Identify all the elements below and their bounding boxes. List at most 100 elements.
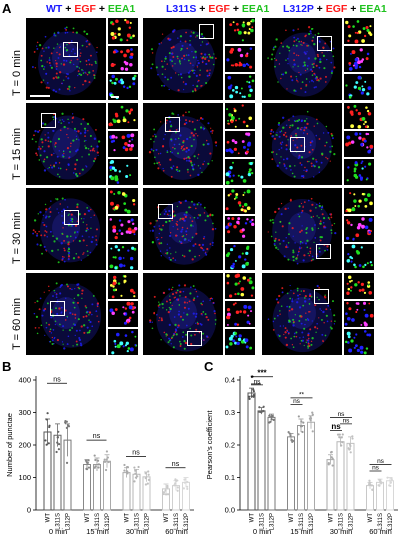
bar-label: L311S — [378, 513, 384, 530]
data-point — [300, 420, 303, 423]
data-point — [166, 484, 169, 488]
data-point — [103, 458, 106, 461]
micrograph-main — [26, 273, 106, 355]
data-point — [386, 476, 389, 479]
bar-label: WT — [329, 513, 335, 523]
data-point — [164, 493, 168, 496]
data-point — [371, 488, 374, 491]
data-point — [96, 459, 100, 462]
data-point — [144, 483, 148, 486]
data-point — [94, 458, 97, 462]
data-point — [106, 456, 110, 459]
data-point — [301, 430, 304, 434]
group-label: 0 min — [253, 527, 271, 536]
data-point — [147, 473, 150, 476]
data-point — [368, 479, 371, 482]
y-tick-label: 0.1 — [225, 473, 235, 482]
data-point — [348, 443, 351, 446]
data-point — [250, 395, 253, 398]
data-point — [297, 433, 300, 436]
data-point — [302, 421, 305, 424]
data-point — [56, 436, 59, 439]
data-point — [84, 459, 87, 462]
data-point — [97, 463, 101, 466]
data-point — [57, 448, 61, 451]
data-point — [125, 466, 129, 469]
significance-label: *** — [257, 368, 267, 377]
data-point — [261, 410, 264, 413]
data-point — [134, 469, 137, 472]
group-label: 30 min — [126, 527, 149, 536]
micrograph-main — [143, 18, 223, 100]
bar-label: WT — [289, 513, 295, 523]
data-point — [65, 420, 68, 423]
data-point — [144, 472, 147, 475]
zoom-region-box — [187, 331, 202, 346]
data-point — [57, 442, 61, 446]
zoom-region-box — [50, 301, 65, 316]
bar-label: L311S — [260, 513, 266, 530]
scale-bar — [30, 95, 50, 97]
zoom-inset-channel — [108, 159, 138, 185]
data-point — [258, 406, 261, 409]
significance-label: ns — [293, 398, 301, 405]
significance-label: ns — [53, 376, 61, 383]
significance-label: ns — [254, 378, 262, 385]
bar — [336, 441, 345, 511]
data-point — [297, 415, 300, 418]
zoom-inset-channel — [344, 46, 374, 72]
bar-label: L312P — [105, 513, 111, 530]
zoom-inset-channel — [108, 301, 138, 327]
data-point — [174, 482, 177, 485]
zoom-inset-channel — [108, 18, 138, 44]
bar-label: WT — [164, 513, 170, 523]
data-point — [123, 463, 126, 467]
group-label: 60 min — [369, 527, 392, 536]
zoom-region-box — [41, 113, 56, 128]
group-label: 60 min — [165, 527, 188, 536]
data-point — [351, 437, 354, 440]
bar-label: WT — [368, 513, 374, 523]
data-point — [146, 482, 149, 485]
data-point — [103, 460, 107, 463]
bar — [297, 425, 305, 511]
data-point — [104, 468, 108, 472]
data-point — [341, 441, 344, 444]
bar-label: L311S — [174, 513, 180, 530]
bar — [267, 416, 276, 511]
panel-a-letter: A — [2, 1, 12, 16]
data-point — [133, 480, 136, 483]
data-point — [338, 436, 341, 439]
y-tick-label: 400 — [18, 376, 31, 385]
bar-label: L312P — [145, 513, 151, 530]
data-point — [331, 464, 334, 467]
group-label: 15 min — [86, 527, 109, 536]
panel-c-letter: C — [204, 359, 214, 374]
data-point — [93, 454, 96, 457]
significance-label: ns — [343, 417, 351, 424]
data-point — [379, 480, 382, 483]
data-point — [186, 487, 189, 491]
chart-c: 0.0 0.1 0.2 0.3 0.4 Pearson's coefficient WT L3… — [205, 368, 398, 536]
zoom-inset-channel — [344, 188, 374, 214]
zoom-inset-channel — [225, 216, 255, 242]
bar-label: L312P — [270, 513, 276, 530]
zoom-inset-channel — [344, 159, 374, 185]
zoom-inset-channel — [108, 74, 138, 100]
row-label-t0: T = 0 min — [11, 50, 23, 96]
data-point — [351, 435, 354, 438]
data-point — [309, 415, 312, 419]
data-point — [367, 483, 371, 486]
micrograph-main — [143, 273, 223, 355]
data-point — [133, 466, 136, 469]
data-point — [287, 430, 290, 434]
y-tick-label: 0.0 — [225, 506, 235, 515]
data-point — [147, 470, 150, 473]
data-point — [262, 405, 265, 408]
y-tick-label: 0.2 — [225, 441, 235, 450]
chart-b: 0 100 200 300 400 Number of punctae WT L311S L31… — [5, 376, 194, 536]
data-point — [252, 395, 255, 398]
bar — [257, 410, 266, 511]
zoom-inset-channel — [225, 131, 255, 157]
data-point — [389, 484, 392, 487]
